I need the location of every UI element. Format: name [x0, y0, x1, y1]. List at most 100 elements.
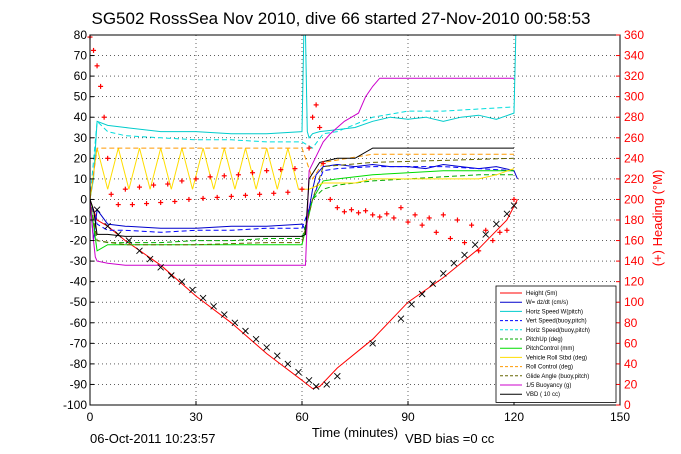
right-tick-label: 240	[624, 151, 644, 165]
heading-point	[412, 212, 418, 218]
heading-point	[327, 196, 333, 202]
series-line-4	[89, 106, 515, 200]
left-tick-label: 40	[74, 110, 88, 124]
depth-marker	[440, 270, 447, 277]
heading-point	[242, 192, 248, 198]
depth-marker	[136, 247, 143, 255]
depth-marker	[312, 383, 320, 390]
heading-point	[419, 222, 425, 228]
right-tick-label: 200	[624, 192, 644, 206]
heading-point	[426, 215, 432, 221]
heading-point	[317, 125, 323, 130]
heading-point	[136, 184, 142, 190]
right-tick-label: 60	[624, 336, 638, 350]
heading-point	[483, 227, 489, 233]
right-tick-label: 80	[624, 316, 638, 330]
depth-marker	[295, 368, 302, 376]
heading-point	[469, 222, 475, 228]
heading-point	[476, 248, 482, 254]
depth-marker	[323, 381, 331, 388]
depth-marker	[284, 360, 292, 368]
heading-point	[278, 167, 284, 173]
x-tick-label: 30	[189, 410, 203, 424]
heading-point	[306, 145, 312, 151]
series-line-8	[89, 147, 514, 200]
right-tick-label: 300	[624, 90, 644, 104]
heading-point	[433, 229, 439, 235]
heading-point	[257, 191, 263, 197]
right-tick-label: 100	[624, 295, 644, 309]
left-tick-label: -60	[70, 316, 88, 330]
heading-point	[158, 200, 164, 206]
depth-marker	[210, 303, 217, 310]
chart-title: SG502 RossSea Nov 2010, dive 66 started …	[92, 9, 591, 28]
left-tick-label: 20	[74, 151, 88, 165]
heading-point	[490, 238, 496, 244]
depth-marker	[461, 251, 468, 259]
depth-marker	[418, 290, 426, 298]
right-tick-label: 320	[624, 69, 644, 83]
depth-marker	[199, 294, 207, 302]
heading-point	[363, 208, 369, 214]
heading-point	[193, 176, 199, 182]
right-tick-label: 120	[624, 275, 644, 289]
heading-point	[94, 63, 100, 69]
heading-point	[235, 172, 241, 178]
left-tick-label: 10	[74, 172, 88, 186]
depth-marker	[242, 327, 249, 335]
right-tick-label: 340	[624, 49, 644, 63]
series-line-1	[89, 163, 518, 241]
x-axis-label: Time (minutes)	[312, 425, 398, 440]
heading-point	[98, 83, 104, 89]
depth-marker	[408, 300, 415, 308]
legend-label-0: Height (5m)	[526, 291, 557, 297]
depth-marker	[189, 286, 196, 294]
heading-point	[384, 211, 390, 217]
heading-point	[440, 212, 446, 218]
series-line-9	[89, 157, 515, 246]
right-tick-label: 40	[624, 357, 638, 371]
left-axis: -100-90-80-70-60-50-40-30-20-10010203040…	[63, 28, 94, 412]
right-tick-label: 220	[624, 172, 644, 186]
left-tick-label: -30	[70, 254, 88, 268]
legend-label-4: Horiz Speed(buoy,pitch)	[526, 328, 590, 334]
x-tick-label: 60	[295, 410, 309, 424]
heading-point	[122, 186, 128, 192]
depth-marker	[429, 280, 437, 288]
heading-point	[377, 214, 383, 220]
heading-point	[348, 207, 354, 213]
legend-label-11: VBD ( 10 cc)	[526, 392, 560, 398]
series-line-7	[89, 147, 515, 200]
depth-marker	[93, 206, 101, 214]
legend-label-5: PitchUp (deg)	[526, 337, 563, 343]
depth-marker	[450, 259, 458, 267]
legend-label-3: Vert Speed(buoy,pitch)	[526, 319, 587, 325]
left-tick-label: -90	[70, 377, 88, 391]
heading-point	[129, 202, 135, 208]
legend-label-7: Vehicle Roll Stbd (deg)	[526, 355, 587, 361]
legend-label-2: Horiz Speed W(pitch)	[526, 309, 583, 315]
x-axis: 0 30 60 90 120 150	[87, 401, 630, 424]
series-line-3	[89, 166, 515, 233]
depth-marker	[510, 202, 518, 209]
x-tick-label: 150	[610, 410, 630, 424]
legend-label-8: Roll Control (deg)	[526, 365, 573, 371]
depth-marker	[273, 352, 281, 359]
legend-box	[495, 285, 617, 403]
x-tick-label: 120	[504, 410, 524, 424]
left-tick-label: -100	[63, 398, 87, 412]
left-tick-label: -50	[70, 295, 88, 309]
depth-marker	[167, 272, 175, 279]
right-axis: 0 20 40 60 80 100 120 140 160 180 200 220 240 260 280 3…	[616, 28, 644, 412]
heading-point	[391, 215, 397, 221]
legend-label-10: 1/5 Buoyancy (g)	[526, 383, 571, 389]
depth-marker	[125, 237, 133, 244]
right-tick-label: 140	[624, 254, 644, 268]
depth-marker	[305, 377, 313, 384]
legend-label-9: Glide Angle (buoy,pitch)	[526, 374, 589, 380]
series-line-6	[89, 170, 514, 252]
left-tick-label: 0	[80, 192, 87, 206]
right-tick-label: 360	[624, 28, 644, 42]
heading-point	[497, 229, 503, 235]
heading-point	[221, 173, 227, 179]
